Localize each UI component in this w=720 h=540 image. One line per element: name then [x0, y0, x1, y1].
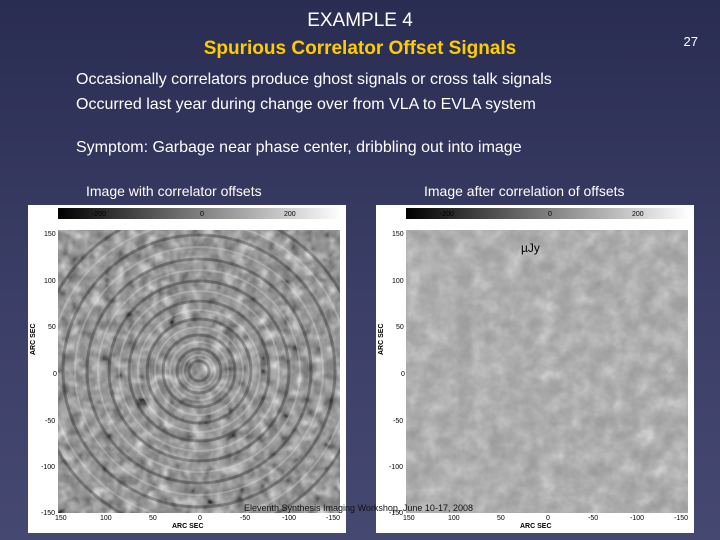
x-tick-label: -50: [240, 515, 251, 522]
y-tick-label: 150: [44, 231, 56, 238]
x-axis-label: ARC SEC: [520, 523, 552, 530]
radio-image-with-offsets: [58, 230, 340, 513]
y-tick-label: -100: [389, 464, 404, 471]
x-tick-label: -50: [588, 515, 599, 522]
x-tick-label: 150: [403, 515, 415, 522]
x-tick-label: 0: [198, 515, 202, 522]
image-panel-with-offsets: -200 0 200 150 100 50 0 -50 -100 -150 15…: [28, 205, 346, 533]
x-tick-label: 0: [546, 515, 550, 522]
x-tick-label: 50: [497, 515, 505, 522]
slide-title: Spurious Correlator Offset Signals: [203, 38, 517, 59]
footer-text: Eleventh Synthesis Imaging Workshop, Jun…: [244, 503, 473, 513]
y-tick-label: 100: [44, 278, 56, 285]
top-tick-label: 0: [548, 211, 552, 218]
x-tick-label: -100: [630, 515, 645, 522]
y-tick-label: -150: [41, 510, 56, 517]
y-tick-label: -50: [45, 418, 56, 425]
x-axis-label: ARC SEC: [172, 523, 204, 530]
y-tick-label: 50: [396, 324, 404, 331]
top-tick-label: 0: [200, 211, 204, 218]
y-tick-label: -50: [393, 418, 404, 425]
gray-scale-wedge: [406, 208, 690, 219]
slide-heading: EXAMPLE 4: [307, 10, 413, 31]
top-tick-label: -200: [440, 211, 455, 218]
y-tick-label: 100: [392, 278, 404, 285]
top-tick-label: -200: [92, 211, 107, 218]
y-tick-label: 0: [53, 371, 57, 378]
x-tick-label: 50: [149, 515, 157, 522]
y-tick-label: -150: [389, 510, 404, 517]
y-tick-label: -100: [41, 464, 56, 471]
caption-left: Image with correlator offsets: [86, 183, 262, 199]
y-axis-label: ARC SEC: [30, 323, 37, 355]
y-tick-label: 0: [401, 371, 405, 378]
x-tick-label: -150: [326, 515, 341, 522]
y-axis-label: ARC SEC: [378, 323, 385, 355]
body-line-2: Occurred last year during change over fr…: [76, 96, 536, 113]
radio-image-after-correction: [406, 230, 688, 513]
x-tick-label: -150: [674, 515, 689, 522]
x-tick-label: 100: [100, 515, 112, 522]
body-line-symptom: Symptom: Garbage near phase center, drib…: [76, 139, 522, 156]
caption-right: Image after correlation of offsets: [424, 183, 625, 199]
y-tick-label: 150: [392, 231, 404, 238]
image-panel-after-correction: -200 0 200 150 100 50 0 -50 -100 -150 15…: [376, 205, 694, 533]
unit-label: µJy: [521, 241, 540, 255]
y-tick-label: 50: [48, 324, 56, 331]
page-number: 27: [683, 34, 698, 49]
x-tick-label: -100: [282, 515, 297, 522]
gray-scale-wedge: [58, 208, 342, 219]
body-line-1: Occasionally correlators produce ghost s…: [76, 71, 552, 88]
x-tick-label: 150: [55, 515, 67, 522]
top-tick-label: 200: [284, 211, 296, 218]
top-tick-label: 200: [632, 211, 644, 218]
x-tick-label: 100: [448, 515, 460, 522]
